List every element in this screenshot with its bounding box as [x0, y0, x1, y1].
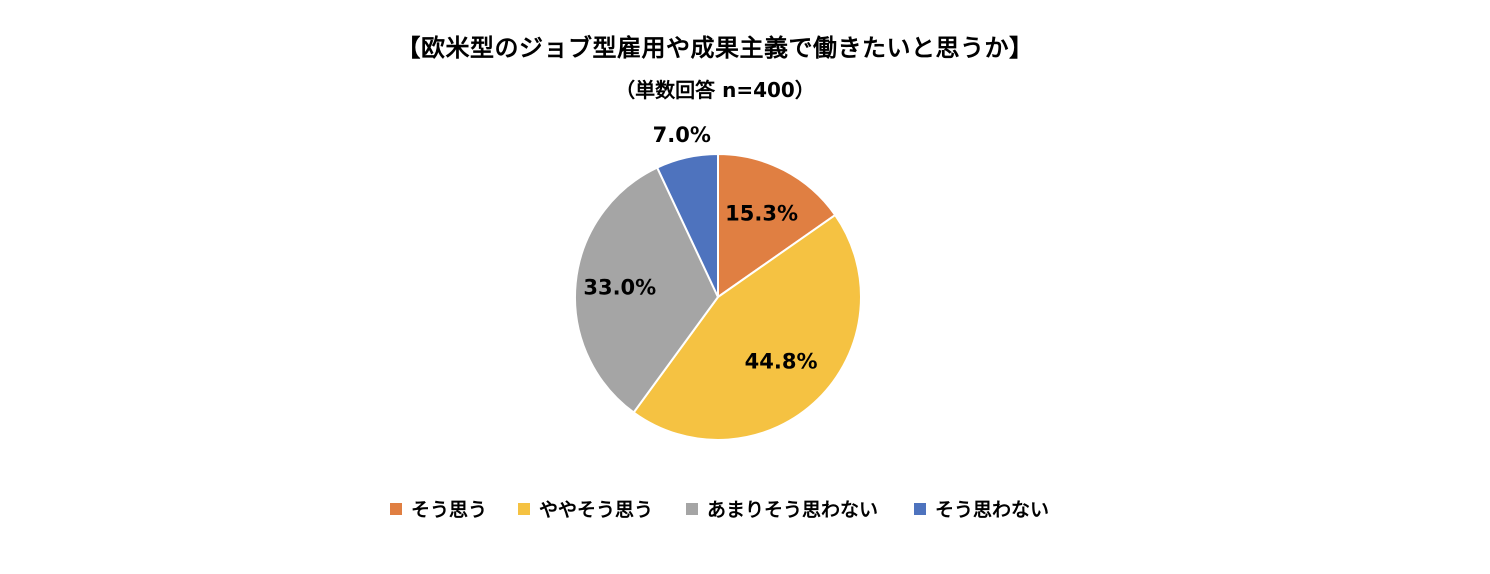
pie-data-labels: 15.3% 44.8% 33.0% 7.0% [583, 123, 817, 373]
pie-data-label-2: 33.0% [583, 276, 656, 300]
pie-slice-0 [717, 152, 837, 299]
legend-swatch [914, 502, 926, 515]
legend-label: そう思わない [935, 499, 1050, 521]
legend-item-yaya-sou-omou: ややそう思う [518, 495, 653, 522]
chart-subtitle: （単数回答 n=400） [615, 78, 815, 102]
legend-swatch [686, 502, 698, 515]
legend-label: あまりそう思わない [707, 499, 879, 521]
legend-label: ややそう思う [539, 499, 654, 521]
pie-data-label-3: 7.0% [653, 123, 711, 147]
legend-item-sou-omowanai: そう思わない [914, 495, 1049, 522]
legend-item-sou-omou: そう思う [390, 495, 487, 522]
pie-slice-1 [632, 213, 862, 441]
legend-swatch [390, 502, 402, 515]
pie-slice-3 [655, 152, 719, 298]
chart-title: 【欧米型のジョブ型雇用や成果主義で働きたいと思うか】 [396, 34, 1034, 62]
pie-slice-2 [574, 166, 720, 414]
pie-data-label-1: 44.8% [745, 349, 818, 373]
chart-legend: そう思う ややそう思う あまりそう思わない そう思わない [0, 495, 1490, 521]
legend-item-amari-sou-omowanai: あまりそう思わない [686, 495, 878, 522]
pie-slices [574, 152, 862, 441]
pie-data-label-0: 15.3% [725, 201, 798, 225]
legend-label: そう思う [411, 499, 488, 521]
legend-swatch [518, 502, 530, 515]
